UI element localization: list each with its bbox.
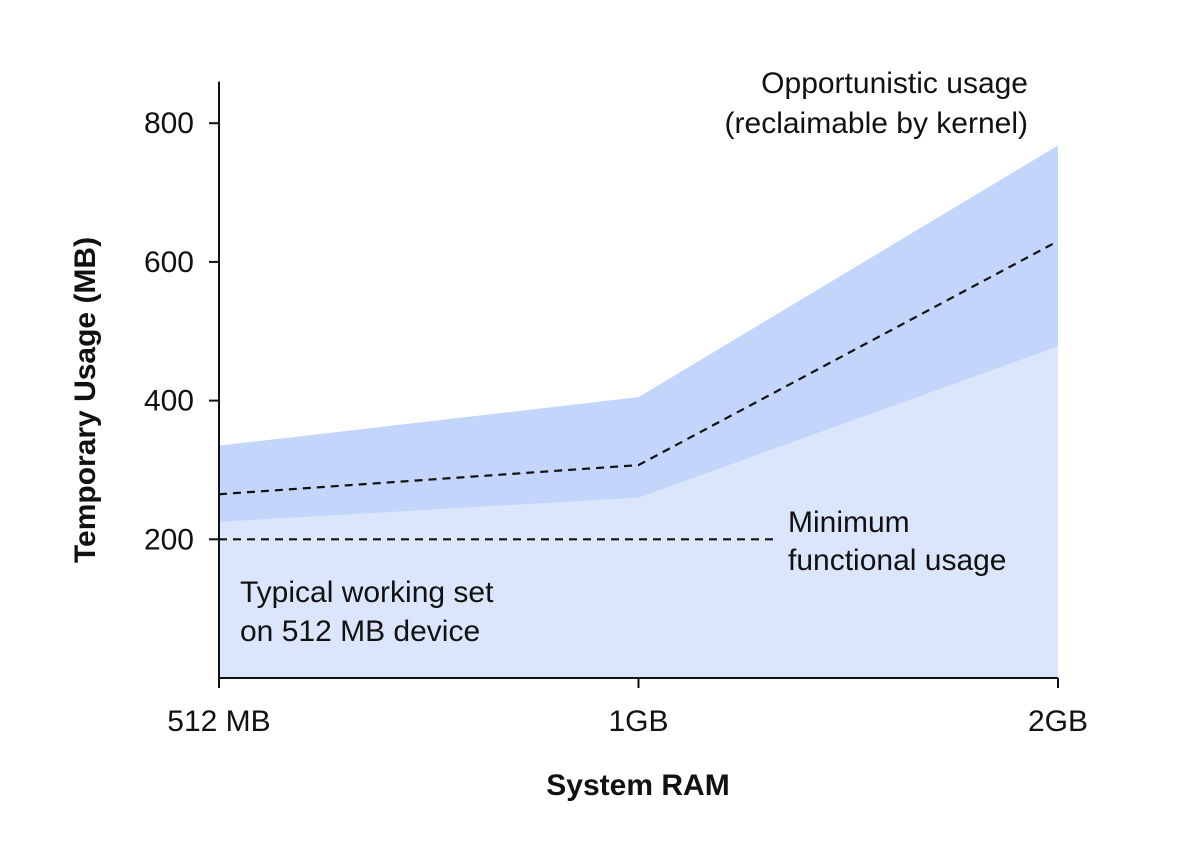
typical-label-line-2: on 512 MB device [240, 615, 480, 648]
y-axis-title: Temporary Usage (MB) [69, 237, 102, 563]
axes-layer [209, 81, 1059, 688]
opportunistic-label-line-2: (reclaimable by kernel) [725, 107, 1028, 140]
minimum-label-line-1: Minimum [788, 506, 910, 539]
working-set-area [219, 346, 1058, 678]
typical-label-line-1: Typical working set [240, 576, 494, 609]
y-tick-label: 400 [144, 385, 194, 418]
y-tick-label: 600 [144, 246, 194, 279]
area-layer [219, 145, 1058, 678]
minimum-label-line-2: functional usage [788, 544, 1007, 577]
opportunistic-label-line-1: Opportunistic usage [761, 67, 1028, 100]
typical-usage-dashed-line [218, 240, 1059, 496]
opportunistic-band [219, 145, 1058, 522]
y-tick-label: 800 [144, 107, 194, 140]
y-tick-label: 200 [144, 523, 194, 556]
x-axis-title: System RAM [546, 769, 729, 802]
tick-label-layer: 200 400 600 800 512 MB 1GB 2GB [144, 107, 1088, 738]
x-tick-label: 512 MB [167, 705, 270, 738]
line-layer [218, 240, 1059, 541]
x-tick-label: 1GB [608, 705, 668, 738]
x-tick-label: 2GB [1028, 705, 1088, 738]
